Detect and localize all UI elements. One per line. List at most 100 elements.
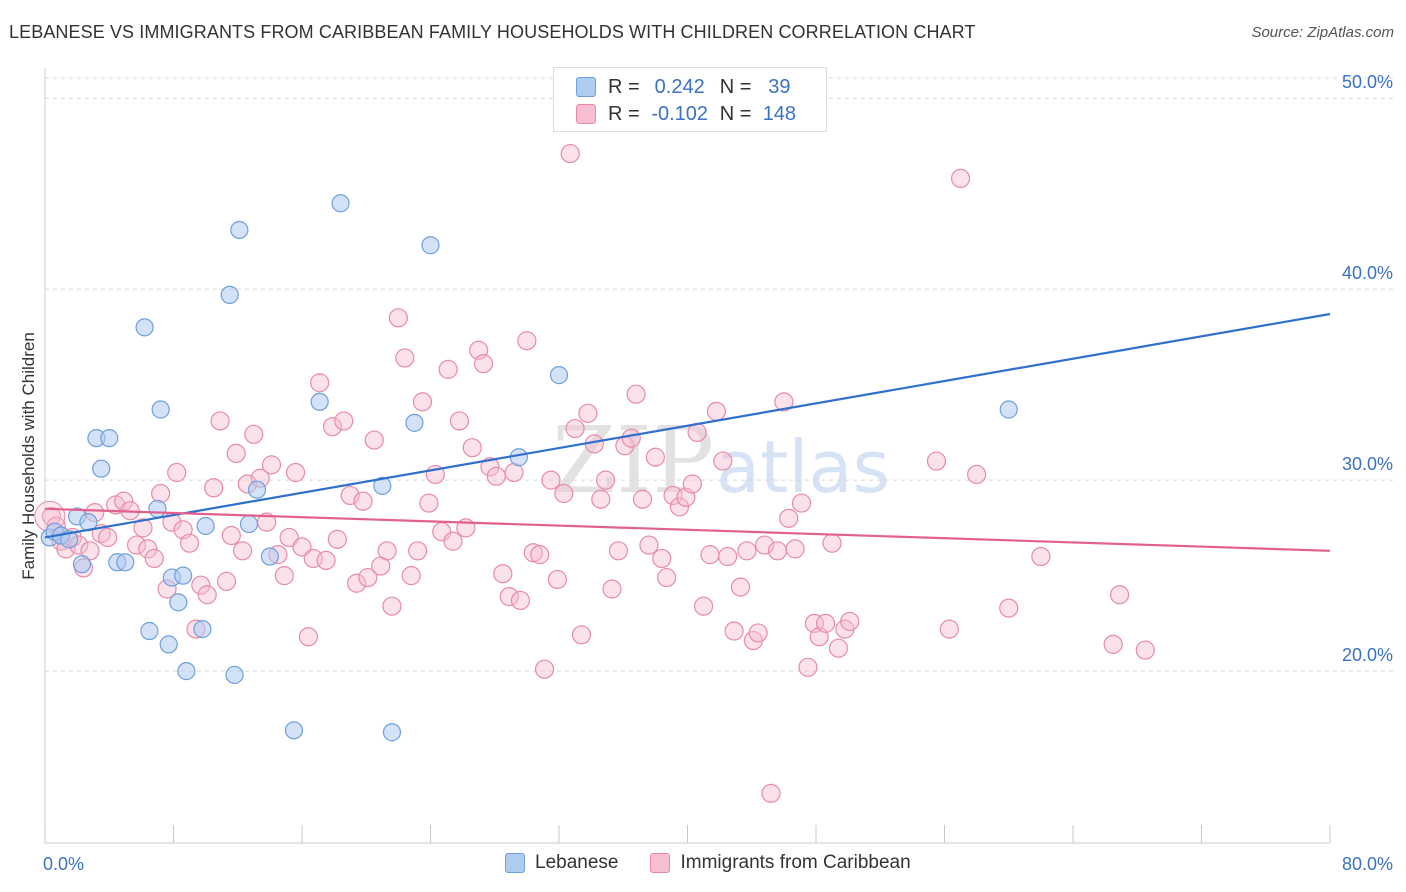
trend-lines — [44, 312, 1331, 552]
y-tick-label: 40.0% — [1342, 263, 1393, 283]
caribbean-point — [151, 483, 171, 504]
legend-n-label: N = — [719, 102, 752, 125]
lebanese-point — [193, 620, 212, 639]
caribbean-point — [197, 585, 217, 605]
caribbean-point — [779, 508, 799, 528]
caribbean-point — [226, 443, 246, 464]
caribbean-point — [560, 143, 580, 164]
caribbean-point — [334, 411, 354, 431]
caribbean-point — [547, 569, 567, 590]
caribbean-point — [298, 627, 319, 647]
caribbean-point — [244, 424, 264, 444]
lebanese-point — [331, 194, 350, 213]
caribbean-point — [358, 567, 378, 588]
grid-lines — [45, 77, 1393, 672]
legend-n-value-lebanese: 39 — [768, 75, 791, 98]
lebanese-point — [169, 593, 188, 612]
legend-n-value-caribbean: 148 — [762, 102, 797, 125]
source-label: Source: ZipAtlas.com — [1251, 24, 1394, 41]
caribbean-point — [840, 611, 860, 632]
lebanese-point — [549, 366, 569, 385]
caribbean-point — [632, 489, 653, 509]
y-tick-label: 20.0% — [1342, 645, 1393, 665]
legend-row-lebanese: R = 0.242 N = 39 — [576, 74, 807, 100]
caribbean-point — [364, 430, 384, 450]
caribbean-point — [693, 596, 714, 616]
legend-swatch-blue — [576, 77, 596, 97]
series-swatch-pink — [650, 853, 671, 873]
axes — [44, 68, 1331, 844]
caribbean-point — [737, 541, 757, 561]
caribbean-point — [571, 625, 592, 645]
y-tick-label: 50.0% — [1342, 72, 1393, 92]
legend-n-label: N = — [719, 75, 752, 98]
caribbean-point — [327, 529, 347, 549]
caribbean-point — [412, 392, 433, 412]
caribbean-point — [645, 447, 665, 467]
lebanese-point — [159, 635, 178, 654]
caribbean-point — [462, 438, 482, 458]
caribbean-point — [1103, 634, 1123, 654]
correlation-legend: R = 0.242 N = 39 R = -0.102 N = 148 — [553, 67, 827, 132]
caribbean-point — [621, 428, 641, 448]
lebanese-point — [116, 553, 135, 572]
series-legend: Lebanese Immigrants from Caribbean — [505, 852, 943, 874]
caribbean-point — [167, 462, 187, 483]
caribbean-point — [706, 401, 727, 421]
caribbean-point — [530, 545, 550, 565]
caribbean-point — [388, 308, 408, 328]
lebanese-point — [196, 516, 215, 536]
caribbean-point — [80, 541, 100, 561]
caribbean-point — [443, 531, 463, 551]
caribbean-point — [438, 359, 458, 379]
legend-r-label: R = — [608, 75, 640, 98]
caribbean-point — [939, 619, 959, 639]
x-tick-label-max: 80.0% — [1342, 854, 1393, 874]
caribbean-point — [682, 474, 702, 494]
caribbean-point — [285, 462, 306, 483]
lebanese-point — [310, 392, 329, 411]
lebanese-point — [247, 480, 267, 499]
caribbean-point — [114, 491, 134, 511]
caribbean-point — [926, 451, 947, 471]
caribbean-point — [713, 451, 733, 471]
caribbean-point — [216, 571, 237, 591]
caribbean-point — [232, 541, 253, 561]
caribbean-point — [591, 489, 611, 509]
caribbean-point — [179, 533, 200, 553]
caribbean-point — [639, 535, 659, 555]
lebanese-point — [92, 459, 111, 478]
caribbean-point — [669, 497, 690, 517]
caribbean-point — [395, 348, 415, 368]
lebanese-point — [373, 476, 392, 495]
caribbean-point — [133, 518, 153, 538]
lebanese-trend-line — [44, 312, 1331, 539]
caribbean-point — [493, 564, 513, 584]
caribbean-point — [816, 613, 836, 633]
caribbean-point — [261, 455, 282, 475]
lebanese-point — [239, 514, 259, 534]
caribbean-point — [292, 537, 312, 557]
caribbean-point — [419, 493, 439, 513]
lebanese-point — [220, 285, 239, 304]
lebanese-point — [382, 723, 402, 742]
legend-row-caribbean: R = -0.102 N = 148 — [576, 101, 807, 127]
caribbean-point — [602, 579, 622, 599]
lebanese-point — [260, 547, 279, 566]
series-legend-lebanese: Lebanese — [505, 852, 618, 874]
caribbean-point — [999, 598, 1019, 618]
caribbean-point — [950, 168, 971, 189]
y-axis-title: Family Households with Children — [19, 332, 38, 580]
caribbean-point — [767, 541, 788, 561]
legend-r-value-lebanese: 0.242 — [654, 75, 705, 98]
legend-swatch-pink — [576, 104, 596, 124]
caribbean-point — [204, 478, 224, 498]
caribbean-point — [138, 539, 158, 559]
caribbean-point — [408, 541, 428, 561]
caribbean-points — [34, 143, 1155, 803]
lebanese-point — [100, 429, 119, 448]
y-tick-label: 30.0% — [1342, 454, 1393, 474]
caribbean-point — [126, 535, 147, 555]
caribbean-point — [724, 621, 744, 641]
legend-r-value-caribbean: -0.102 — [651, 102, 709, 125]
